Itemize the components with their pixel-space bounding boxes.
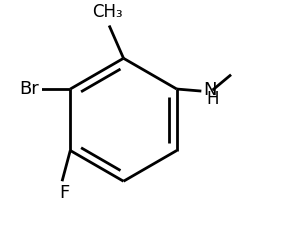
- Text: H: H: [206, 90, 219, 108]
- Text: Br: Br: [19, 80, 39, 98]
- Text: F: F: [59, 184, 69, 202]
- Text: N: N: [203, 81, 217, 99]
- Text: CH₃: CH₃: [92, 3, 122, 21]
